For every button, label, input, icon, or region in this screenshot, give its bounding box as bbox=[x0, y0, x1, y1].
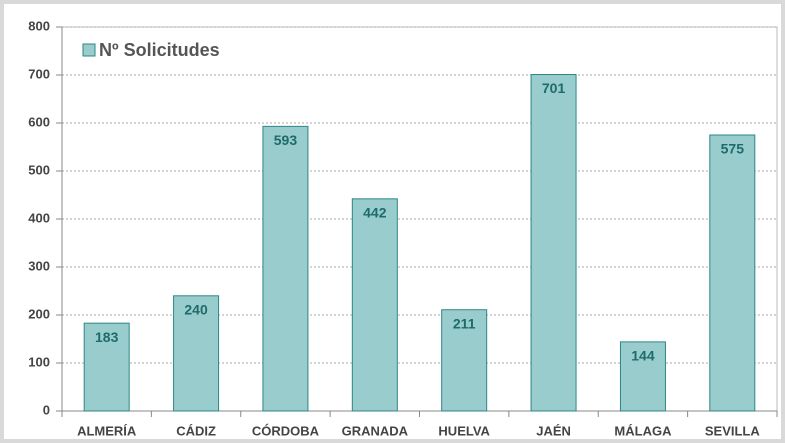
x-tick-label: ALMERÍA bbox=[77, 423, 137, 438]
y-tick-label: 400 bbox=[28, 210, 50, 225]
legend-swatch bbox=[82, 43, 96, 57]
value-label: 240 bbox=[184, 302, 208, 318]
y-tick-label: 0 bbox=[43, 402, 50, 417]
bar bbox=[619, 341, 666, 412]
value-label: 144 bbox=[631, 348, 655, 364]
value-label: 575 bbox=[721, 141, 745, 157]
y-tick-label: 800 bbox=[28, 18, 50, 33]
y-tick-label: 600 bbox=[28, 114, 50, 129]
x-tick-label: HUELVA bbox=[438, 423, 490, 438]
bar bbox=[262, 125, 309, 412]
y-tick-label: 100 bbox=[28, 354, 50, 369]
value-label: 593 bbox=[274, 132, 298, 148]
bar bbox=[530, 74, 577, 412]
bar bbox=[441, 309, 488, 412]
x-tick-label: MÁLAGA bbox=[614, 423, 672, 438]
bar bbox=[709, 134, 756, 412]
y-tick-label: 500 bbox=[28, 162, 50, 177]
y-tick-label: 300 bbox=[28, 258, 50, 273]
value-label: 442 bbox=[363, 205, 387, 221]
value-label: 211 bbox=[453, 315, 476, 331]
legend-label: Nº Solicitudes bbox=[99, 40, 220, 60]
x-tick-label: JAÉN bbox=[536, 423, 571, 438]
y-tick-label: 200 bbox=[28, 306, 50, 321]
y-tick-label: 700 bbox=[28, 66, 50, 81]
x-tick-label: CÁDIZ bbox=[176, 423, 216, 438]
x-tick-label: CÓRDOBA bbox=[252, 423, 320, 438]
bar bbox=[173, 295, 220, 412]
x-tick-label: GRANADA bbox=[342, 423, 409, 438]
x-tick-label: SEVILLA bbox=[705, 423, 761, 438]
value-label: 701 bbox=[542, 80, 566, 96]
bar bbox=[83, 322, 130, 412]
value-label: 183 bbox=[95, 329, 119, 345]
bar bbox=[351, 198, 398, 412]
